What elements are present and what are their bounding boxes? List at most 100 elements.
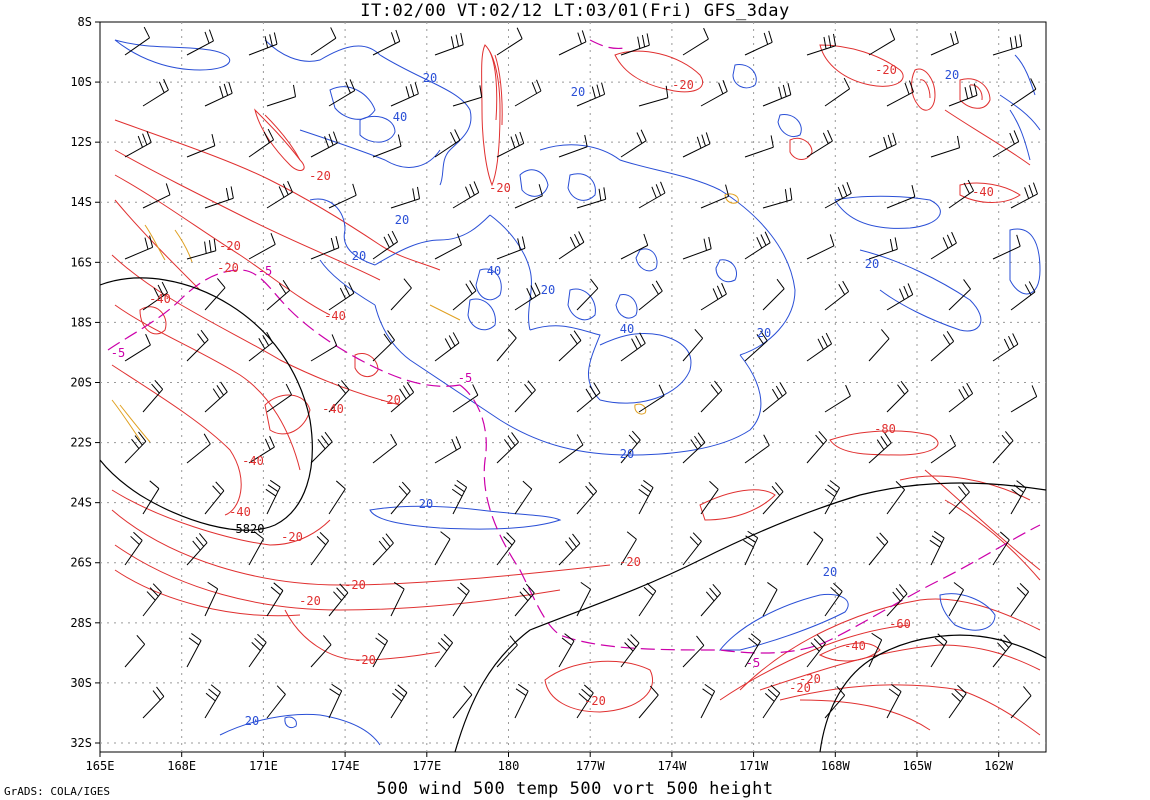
contour-label-blue: 20 — [757, 326, 771, 340]
wind-barb — [124, 131, 152, 158]
wind-barb — [558, 633, 575, 668]
wind-barb — [806, 634, 826, 668]
wind-barb — [992, 531, 1010, 566]
lon-label: 174E — [331, 759, 360, 773]
wind-barb — [992, 130, 1020, 158]
wind-barb — [744, 330, 768, 362]
wind-barb — [496, 131, 525, 158]
wind-barb — [372, 230, 399, 260]
wind-barb — [204, 381, 228, 413]
lat-label: 32S — [70, 736, 92, 750]
wind-barb — [992, 34, 1023, 56]
wind-barb — [265, 479, 281, 515]
wind-barb — [948, 83, 978, 107]
wind-barb — [948, 684, 967, 719]
contour-label-blue: 20 — [620, 447, 634, 461]
wind-barb — [124, 333, 151, 362]
wind-barb — [372, 533, 394, 566]
wind-barb — [824, 685, 846, 719]
wind-barb — [328, 282, 355, 311]
contour-label-red: -60 — [889, 617, 911, 631]
wind-barb — [930, 633, 948, 668]
wind-barb — [328, 79, 356, 107]
wind-barb — [638, 582, 657, 617]
contour-label-blue: 20 — [945, 68, 959, 82]
contour-label-red: -20 — [584, 694, 606, 708]
wind-barb — [806, 129, 833, 158]
wind-barb — [743, 530, 759, 566]
contour-label-red: -40 — [844, 639, 866, 653]
wind-barb — [744, 633, 761, 668]
lat-label: 18S — [70, 315, 92, 329]
wind-barb — [700, 184, 730, 209]
wind-barb — [886, 184, 916, 209]
wind-barb — [142, 686, 165, 719]
contour-label-red: -40 — [149, 292, 171, 306]
contour-label-magenta: -5 — [111, 346, 125, 360]
wind-barb — [310, 431, 333, 464]
wind-barb — [576, 82, 606, 107]
contour-label-red: -20 — [875, 63, 897, 77]
wind-barb — [948, 582, 964, 617]
wind-barb — [372, 29, 401, 56]
wind-barb — [868, 532, 889, 566]
wind-barb — [762, 684, 781, 719]
wind-barb — [186, 329, 209, 362]
wind-barb — [390, 684, 408, 719]
contour-label-blue: 20 — [352, 249, 366, 263]
lat-label: 16S — [70, 255, 92, 269]
wind-barb — [806, 430, 828, 464]
contour-label-blue: 20 — [395, 213, 409, 227]
contour-label-blue: 20 — [865, 257, 879, 271]
wind-barb — [638, 85, 669, 107]
wind-barb — [204, 581, 219, 617]
wind-barb — [744, 231, 771, 260]
wind-barb — [886, 380, 909, 413]
contour-label-red: -40 — [242, 454, 264, 468]
wind-barb — [514, 380, 536, 413]
wind-barb — [451, 479, 468, 515]
lat-label: 10S — [70, 75, 92, 89]
wind-barb — [762, 582, 778, 617]
wind-barb — [762, 382, 787, 413]
wind-barb — [434, 32, 464, 56]
wind-barb — [638, 480, 654, 515]
wind-barb — [558, 434, 584, 464]
wind-barb — [948, 279, 971, 311]
lon-label: 165E — [86, 759, 115, 773]
wind-barb — [620, 129, 647, 158]
wind-barb — [806, 531, 824, 566]
wind-barb — [992, 634, 1013, 668]
lon-label: 168W — [821, 759, 851, 773]
contour-label-red: -20 — [379, 393, 401, 407]
wind-barb — [186, 238, 217, 260]
wind-barb — [868, 237, 898, 260]
lon-label: 171E — [249, 759, 278, 773]
contour-label-blue: 20 — [419, 497, 433, 511]
wind-barb — [992, 431, 1014, 464]
wind-barb — [310, 27, 337, 56]
wind-barb — [744, 135, 774, 158]
contour-label-red: -20 — [309, 169, 331, 183]
contour-label-red: -20 — [344, 578, 366, 592]
wind-barb — [248, 633, 267, 668]
wind-barb — [620, 332, 646, 362]
contour-label-red: -20 — [799, 672, 821, 686]
wind-barb — [868, 28, 896, 56]
height-contours — [99, 277, 1047, 753]
wind-barb — [930, 135, 961, 158]
wind-barb — [762, 482, 784, 515]
contour-label-black: 5820 — [236, 522, 265, 536]
wind-barb — [310, 131, 338, 158]
wind-barb — [638, 685, 659, 719]
wind-barb — [620, 531, 637, 566]
wind-barb — [930, 434, 957, 464]
wind-barb — [204, 186, 234, 209]
contour-label-red: -20 — [619, 555, 641, 569]
wind-barb — [868, 132, 897, 158]
wind-barb — [372, 330, 395, 362]
contour-label-blue: 20 — [245, 714, 259, 728]
wind-barb — [886, 283, 914, 311]
wind-barb — [930, 330, 955, 362]
wind-barb — [744, 434, 770, 464]
